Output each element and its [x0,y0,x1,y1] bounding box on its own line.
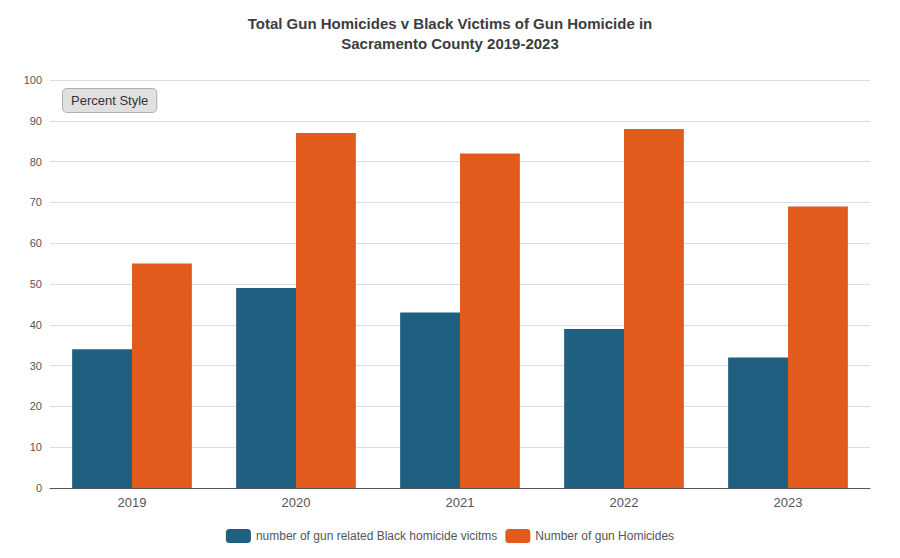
svg-text:0: 0 [36,482,42,494]
svg-text:30: 30 [30,360,42,372]
svg-text:2021: 2021 [446,495,475,510]
svg-text:Number of gun Homicides: Number of gun Homicides [535,529,674,543]
svg-text:2023: 2023 [774,495,803,510]
svg-text:100: 100 [24,74,42,86]
svg-text:80: 80 [30,156,42,168]
svg-text:60: 60 [30,237,42,249]
svg-text:2020: 2020 [282,495,311,510]
svg-text:Total Gun Homicides v Black Vi: Total Gun Homicides v Black Victims of G… [248,15,653,32]
svg-text:number of gun related Black ho: number of gun related Black homicide vic… [256,529,497,543]
svg-text:90: 90 [30,115,42,127]
svg-text:50: 50 [30,278,42,290]
svg-text:20: 20 [30,400,42,412]
svg-text:40: 40 [30,319,42,331]
svg-text:70: 70 [30,196,42,208]
svg-text:Sacramento County 2019-2023: Sacramento County 2019-2023 [341,35,559,52]
svg-text:2022: 2022 [610,495,639,510]
svg-text:2019: 2019 [118,495,147,510]
svg-text:10: 10 [30,441,42,453]
svg-text:Percent Style: Percent Style [71,93,148,108]
